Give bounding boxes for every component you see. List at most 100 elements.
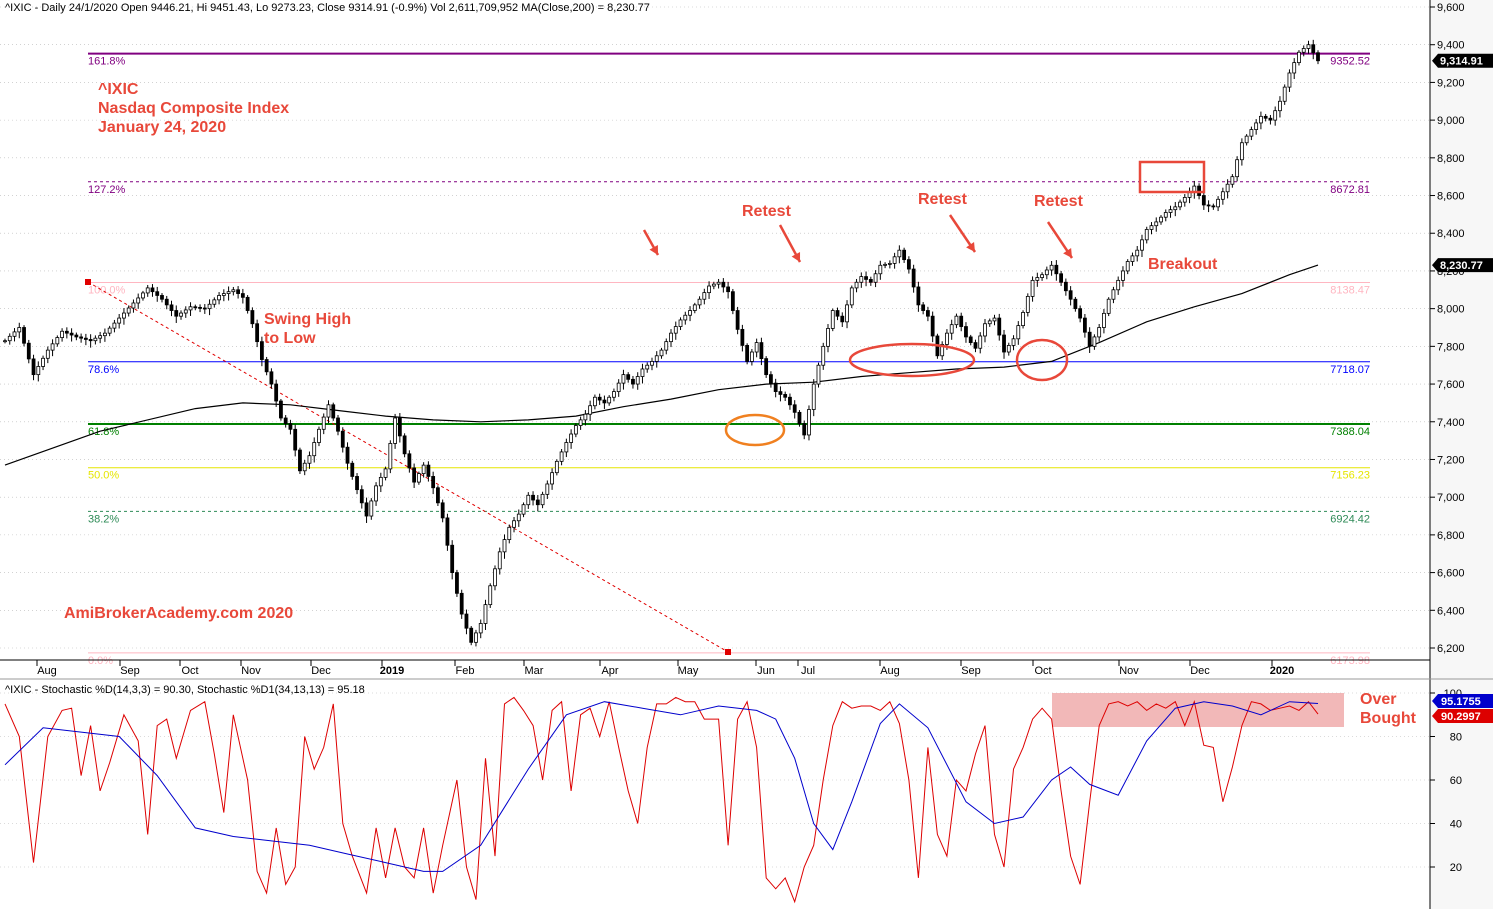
- candle-body: [421, 464, 426, 475]
- candle-body: [526, 494, 531, 506]
- candle-body: [1282, 86, 1287, 102]
- candle-body: [968, 336, 973, 343]
- candle-body: [416, 473, 421, 483]
- price-tick-label: 7,800: [1437, 341, 1465, 353]
- candle-body: [773, 382, 778, 393]
- candle-body: [274, 383, 279, 402]
- candle-body: [7, 335, 12, 342]
- candle-body: [364, 502, 369, 517]
- candle-body: [816, 364, 821, 385]
- candle-body: [1311, 44, 1316, 54]
- candle-body: [126, 307, 131, 314]
- candle-body: [749, 351, 754, 362]
- candle-body: [455, 572, 459, 594]
- candle-body: [711, 283, 716, 287]
- stoch-tags: 95.1755 90.2997: [1432, 694, 1493, 723]
- candle-body: [626, 374, 631, 380]
- candle-body: [350, 462, 355, 477]
- candle-body: [1011, 338, 1016, 346]
- stoch-header-text: ^IXIC - Stochastic %D(14,3,3) = 90.30, S…: [5, 684, 365, 696]
- candle-body: [155, 291, 160, 296]
- price-tick-label: 7,200: [1437, 454, 1465, 466]
- candle-body: [1230, 176, 1235, 185]
- breakout-label: Breakout: [1148, 256, 1218, 273]
- candle-body: [459, 592, 464, 615]
- candle-body: [1092, 336, 1097, 347]
- candle-body: [1297, 51, 1301, 64]
- x-tick-label: Oct: [1034, 665, 1051, 677]
- price-tick-label: 7,600: [1437, 379, 1465, 391]
- candle-body: [393, 417, 397, 444]
- stoch-tick-label: 60: [1450, 775, 1462, 787]
- candle-body: [788, 396, 792, 406]
- arrow-head: [649, 245, 658, 255]
- price-tick-label: 6,600: [1437, 568, 1465, 580]
- stoch-fast-tag-bg: [1432, 709, 1493, 723]
- candle-body: [103, 332, 107, 337]
- candle-body: [497, 551, 502, 570]
- fib-pct-label: 38.2%: [88, 513, 119, 525]
- x-tick-label: Aug: [37, 665, 57, 677]
- fib-value-label: 7718.07: [1330, 364, 1370, 376]
- title-line-3: January 24, 2020: [98, 119, 226, 136]
- candle-body: [1111, 289, 1116, 300]
- candle-body: [802, 423, 807, 436]
- candle-body: [602, 399, 607, 404]
- candle-body: [521, 504, 526, 515]
- price-tick-label: 9,600: [1437, 2, 1465, 14]
- candle-body: [545, 483, 550, 495]
- orange-ellipse: [724, 413, 786, 447]
- stoch-fast-tag: 90.2997: [1441, 711, 1481, 723]
- candle-body: [1278, 100, 1282, 112]
- candle-body: [83, 337, 88, 340]
- candle-body: [183, 309, 188, 314]
- candle-body: [107, 327, 112, 334]
- candle-body: [74, 334, 79, 338]
- candle-body: [22, 327, 26, 344]
- candle-body: [635, 376, 640, 385]
- candle-body: [1263, 115, 1268, 119]
- price-tick-label: 7,400: [1437, 417, 1465, 429]
- title-line-1: ^IXIC: [98, 81, 139, 98]
- candle-body: [112, 322, 117, 329]
- candle-body: [1168, 209, 1173, 213]
- candle-body: [1035, 277, 1040, 281]
- candle-body: [407, 453, 412, 469]
- candle-body: [1273, 110, 1278, 121]
- x-tick-label: Jul: [801, 665, 815, 677]
- candle-body: [136, 297, 141, 304]
- price-tick-label: 8,000: [1437, 304, 1465, 316]
- candle-body: [1154, 221, 1159, 227]
- candle-body: [759, 342, 764, 360]
- candle-body: [1063, 281, 1068, 292]
- candle-body: [245, 296, 250, 311]
- candle-body: [1068, 290, 1073, 300]
- retest-ellipse-1: [848, 342, 976, 378]
- candle-body: [1106, 298, 1111, 314]
- candle-body: [721, 281, 726, 288]
- swing-label-1: Swing High: [264, 311, 351, 328]
- candle-body: [564, 442, 569, 453]
- candle-body: [1097, 327, 1102, 338]
- candle-body: [117, 317, 122, 324]
- candle-body: [1121, 270, 1125, 281]
- candle-body: [1316, 52, 1320, 62]
- ma200-polyline: [4, 264, 1319, 466]
- candle-body: [478, 623, 483, 634]
- candle-body: [474, 632, 478, 643]
- candle-body: [1144, 229, 1149, 241]
- candle-body: [1287, 72, 1292, 88]
- swing-high-marker: [85, 279, 91, 285]
- ma-tag: 8,230.77: [1440, 260, 1483, 272]
- candle-body: [892, 256, 897, 264]
- candle-body: [540, 493, 545, 506]
- candle-body: [226, 291, 231, 294]
- candle-body: [573, 425, 578, 435]
- candle-body: [174, 310, 179, 317]
- candle-body: [321, 416, 326, 430]
- candle-body: [1254, 122, 1259, 130]
- x-tick-label: Oct: [181, 665, 198, 677]
- candle-body: [669, 332, 673, 343]
